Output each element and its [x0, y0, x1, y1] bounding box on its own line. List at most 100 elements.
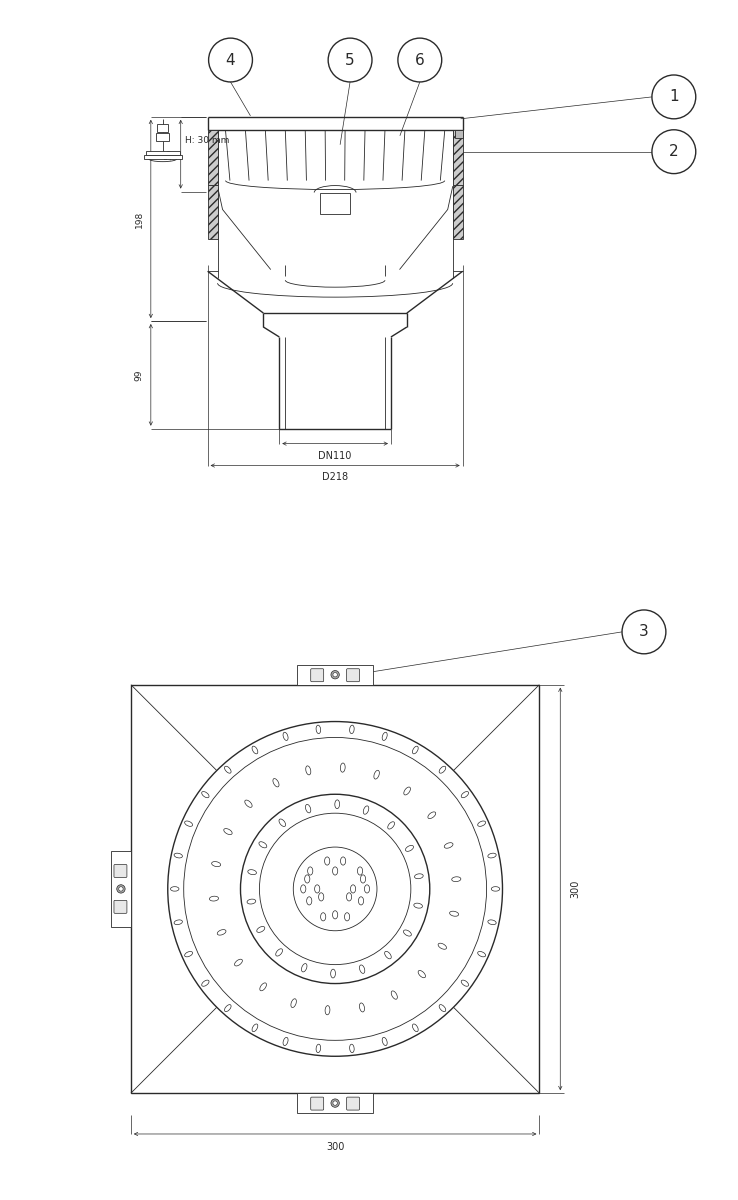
Ellipse shape — [276, 949, 283, 956]
Circle shape — [398, 38, 442, 82]
Ellipse shape — [174, 920, 182, 925]
Ellipse shape — [415, 874, 423, 878]
Bar — [452, 185, 463, 239]
Circle shape — [331, 671, 339, 679]
FancyBboxPatch shape — [114, 900, 127, 913]
Bar — [452, 130, 463, 185]
FancyBboxPatch shape — [311, 668, 324, 682]
Ellipse shape — [439, 767, 446, 773]
Ellipse shape — [374, 770, 379, 779]
Ellipse shape — [235, 959, 242, 966]
Ellipse shape — [333, 911, 338, 919]
Ellipse shape — [184, 821, 193, 827]
Bar — [111, 851, 131, 926]
Text: 6: 6 — [415, 53, 424, 67]
Ellipse shape — [461, 980, 469, 986]
Ellipse shape — [283, 1037, 288, 1045]
Ellipse shape — [308, 866, 313, 875]
Ellipse shape — [413, 746, 418, 754]
Ellipse shape — [305, 875, 310, 883]
Ellipse shape — [488, 853, 496, 858]
Ellipse shape — [359, 965, 365, 973]
Text: DN110: DN110 — [318, 450, 352, 461]
Circle shape — [622, 610, 666, 654]
Ellipse shape — [260, 983, 266, 991]
Ellipse shape — [335, 800, 339, 809]
Ellipse shape — [252, 1024, 258, 1032]
Text: D218: D218 — [322, 473, 348, 482]
FancyBboxPatch shape — [114, 864, 127, 877]
Ellipse shape — [413, 1024, 418, 1032]
Ellipse shape — [428, 812, 435, 818]
Ellipse shape — [363, 806, 369, 815]
Ellipse shape — [384, 952, 391, 959]
Ellipse shape — [359, 896, 364, 905]
Text: H: 30 mm: H: 30 mm — [184, 137, 229, 145]
Ellipse shape — [217, 930, 226, 935]
Ellipse shape — [387, 822, 395, 829]
Text: 300: 300 — [326, 1142, 345, 1152]
Ellipse shape — [351, 884, 356, 893]
Text: 2: 2 — [669, 144, 679, 160]
Text: 99: 99 — [135, 370, 144, 380]
Ellipse shape — [382, 732, 387, 740]
Ellipse shape — [247, 899, 256, 904]
Text: 56: 56 — [165, 149, 173, 160]
Bar — [157, 125, 168, 132]
Bar — [297, 1093, 373, 1114]
FancyBboxPatch shape — [347, 668, 359, 682]
Ellipse shape — [365, 884, 370, 893]
Bar — [207, 130, 218, 185]
Circle shape — [117, 884, 125, 893]
Ellipse shape — [346, 893, 352, 901]
Ellipse shape — [325, 1006, 330, 1015]
Text: 3: 3 — [639, 624, 649, 640]
FancyBboxPatch shape — [347, 1097, 359, 1110]
Ellipse shape — [382, 1037, 387, 1045]
Ellipse shape — [405, 846, 413, 851]
Ellipse shape — [357, 866, 362, 875]
Ellipse shape — [224, 767, 231, 773]
Ellipse shape — [345, 913, 350, 920]
Ellipse shape — [291, 998, 297, 1008]
Text: 1: 1 — [669, 90, 679, 104]
Circle shape — [333, 672, 337, 677]
Ellipse shape — [174, 853, 182, 858]
Bar — [144, 155, 182, 158]
Bar — [320, 192, 350, 215]
Ellipse shape — [306, 804, 311, 812]
Ellipse shape — [245, 800, 252, 808]
Ellipse shape — [333, 866, 338, 875]
Ellipse shape — [184, 952, 193, 956]
Ellipse shape — [201, 980, 209, 986]
Circle shape — [119, 887, 123, 892]
Circle shape — [652, 74, 696, 119]
Ellipse shape — [252, 746, 258, 754]
Ellipse shape — [306, 896, 312, 905]
Ellipse shape — [273, 779, 279, 787]
Text: 300: 300 — [570, 880, 580, 898]
Ellipse shape — [224, 1004, 231, 1012]
Ellipse shape — [340, 857, 345, 865]
FancyBboxPatch shape — [311, 1097, 324, 1110]
Ellipse shape — [452, 877, 461, 882]
Ellipse shape — [201, 792, 209, 798]
Ellipse shape — [325, 857, 330, 865]
Ellipse shape — [391, 991, 397, 1000]
Text: 198: 198 — [135, 210, 144, 228]
Ellipse shape — [212, 862, 221, 866]
Ellipse shape — [279, 818, 286, 827]
Ellipse shape — [340, 763, 345, 772]
Ellipse shape — [316, 1044, 320, 1052]
Bar — [207, 185, 218, 239]
Ellipse shape — [439, 1004, 446, 1012]
Ellipse shape — [302, 964, 307, 972]
Ellipse shape — [306, 766, 311, 775]
Ellipse shape — [210, 896, 218, 901]
Ellipse shape — [360, 875, 365, 883]
Ellipse shape — [477, 952, 486, 956]
Ellipse shape — [283, 732, 288, 740]
Ellipse shape — [418, 971, 426, 978]
Ellipse shape — [320, 913, 325, 920]
Circle shape — [209, 38, 252, 82]
